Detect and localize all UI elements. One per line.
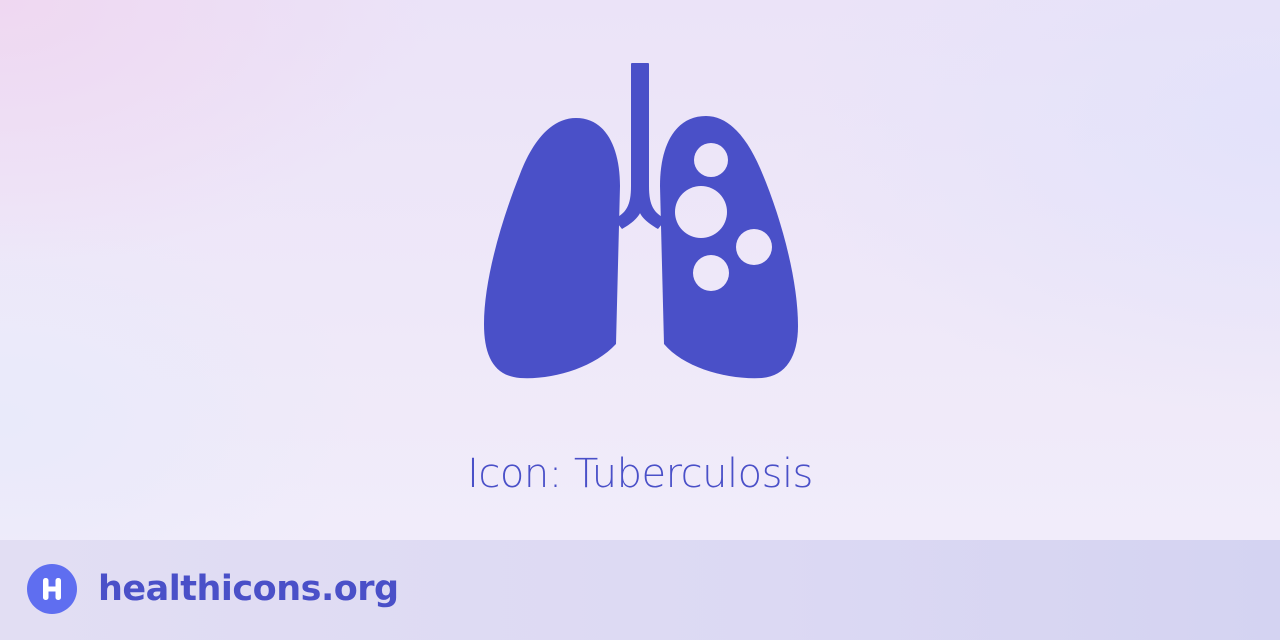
tuberculosis-lungs-icon <box>476 56 804 388</box>
site-name-link[interactable]: healthicons.org <box>98 569 399 609</box>
healthicons-logo-icon[interactable] <box>27 564 77 614</box>
hero-panel: Icon: Tuberculosis <box>467 56 813 497</box>
icon-caption: Icon: Tuberculosis <box>467 451 813 497</box>
footer-bar: healthicons.org <box>0 540 1280 640</box>
